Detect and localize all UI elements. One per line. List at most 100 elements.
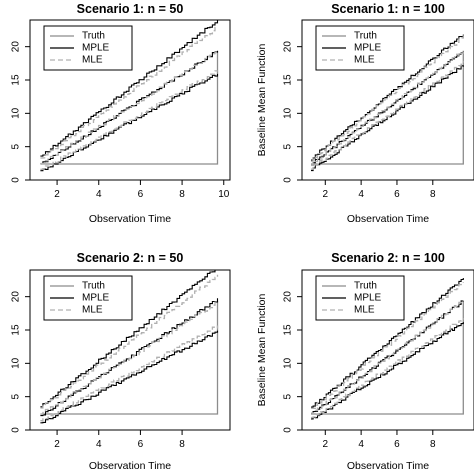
series-line-mle-lower [311, 318, 464, 419]
y-tick-label: 10 [283, 107, 294, 119]
legend-label: Truth [82, 31, 105, 42]
y-tick-label: 10 [283, 357, 294, 369]
x-tick-label: 6 [394, 439, 400, 450]
x-tick-label: 8 [179, 439, 185, 450]
legend-label: MLE [354, 55, 375, 66]
chart-panel-3: Scenario 2: n = 50 2 4 6 8 0 5 10 15 20 Observatio… [11, 251, 231, 472]
series-line-mle-lower [311, 61, 464, 170]
legend-box [315, 275, 405, 321]
x-tick-label: 4 [96, 439, 102, 450]
series-line-mle [40, 51, 219, 165]
x-tick-label: 8 [430, 439, 436, 450]
x-tick-label: 8 [430, 189, 436, 200]
x-tick-label: 2 [54, 189, 60, 200]
x-tick-label: 2 [323, 189, 329, 200]
plot-frame [301, 19, 474, 181]
series-line-truth [40, 50, 219, 165]
chart-panel-4: Scenario 2: n = 100 2 4 6 8 0 5 10 15 20 Observati… [256, 251, 474, 472]
series-line-mple-upper [40, 20, 219, 157]
series-line-mle-lower [40, 70, 219, 170]
series-group [311, 278, 464, 420]
x-tick-label: 4 [96, 189, 102, 200]
y-tick-label: 5 [283, 143, 294, 149]
x-tick-label: 2 [323, 439, 329, 450]
x-tick-label: 10 [218, 189, 230, 200]
legend-label: Truth [354, 281, 377, 292]
plot-frame [301, 269, 474, 431]
x-tick-label: 4 [358, 189, 364, 200]
x-tick-label: 4 [358, 439, 364, 450]
y-tick-label: 20 [11, 291, 22, 303]
legend-label: MPLE [82, 293, 110, 304]
y-tick-label: 5 [283, 393, 294, 399]
y-tick-label: 5 [11, 143, 22, 149]
x-tick-label: 6 [138, 439, 144, 450]
y-tick-label: 20 [283, 41, 294, 53]
series-line-mple-upper [311, 34, 464, 161]
y-axis-label: Baseline Mean Function [256, 294, 268, 407]
series-line-mle-lower [40, 325, 219, 422]
series-line-mple-lower [40, 330, 219, 424]
chart-title: Scenario 1: n = 50 [77, 2, 184, 16]
series-line-mle [40, 301, 219, 415]
x-tick-label: 6 [138, 189, 144, 200]
series-group [311, 34, 464, 172]
y-tick-label: 20 [11, 41, 22, 53]
chart-panel-2: Scenario 1: n = 100 2 4 6 8 0 5 10 15 20 Observati… [256, 2, 474, 225]
legend-label: MPLE [354, 293, 382, 304]
series-line-mple-lower [40, 73, 219, 172]
y-tick-label: 0 [283, 177, 294, 183]
series-group [40, 20, 219, 172]
series-line-mple-upper [311, 278, 464, 408]
legend-label: MLE [82, 305, 103, 316]
series-group [40, 270, 219, 424]
y-axis-label: Baseline Mean Function [256, 44, 268, 157]
legend-label: Truth [82, 281, 105, 292]
x-axis-label: Observation Time [89, 213, 171, 225]
legend-label: MLE [354, 305, 375, 316]
legend-label: MLE [82, 55, 103, 66]
y-tick-label: 15 [11, 74, 22, 86]
y-tick-label: 10 [11, 107, 22, 119]
plot-frame [29, 269, 231, 431]
y-tick-label: 15 [11, 324, 22, 336]
series-line-mple-upper [40, 270, 216, 408]
x-tick-label: 8 [179, 189, 185, 200]
chart-title: Scenario 2: n = 100 [331, 251, 445, 265]
series-line-mple [311, 300, 464, 414]
y-tick-label: 5 [11, 393, 22, 399]
y-tick-label: 0 [11, 427, 22, 433]
series-line-truth [311, 50, 464, 165]
y-tick-label: 0 [11, 177, 22, 183]
x-tick-label: 2 [54, 439, 60, 450]
chart-title: Scenario 1: n = 100 [331, 2, 445, 16]
chart-panel-1: Scenario 1: n = 50 2 4 6 8 10 0 5 10 15 20 Observat… [11, 2, 231, 225]
series-line-truth [40, 300, 219, 415]
series-line-truth [311, 300, 464, 415]
legend-label: Truth [354, 31, 377, 42]
legend-label: MPLE [354, 43, 382, 54]
series-line-mle-upper [311, 35, 464, 162]
chart-title: Scenario 2: n = 50 [77, 251, 184, 265]
series-line-mle-upper [40, 274, 219, 409]
x-axis-label: Observation Time [89, 460, 171, 472]
x-axis-label: Observation Time [347, 460, 429, 472]
y-tick-label: 20 [283, 291, 294, 303]
series-line-mle-upper [311, 282, 464, 409]
series-line-mle [311, 300, 464, 415]
series-line-mle-upper [40, 26, 219, 159]
x-axis-label: Observation Time [347, 213, 429, 225]
plot-frame [29, 19, 231, 181]
x-tick-label: 6 [394, 189, 400, 200]
series-line-mle [311, 51, 464, 166]
y-tick-label: 10 [11, 357, 22, 369]
y-tick-label: 15 [283, 74, 294, 86]
y-tick-label: 15 [283, 324, 294, 336]
series-line-mple-lower [311, 65, 464, 172]
legend-label: MPLE [82, 43, 110, 54]
